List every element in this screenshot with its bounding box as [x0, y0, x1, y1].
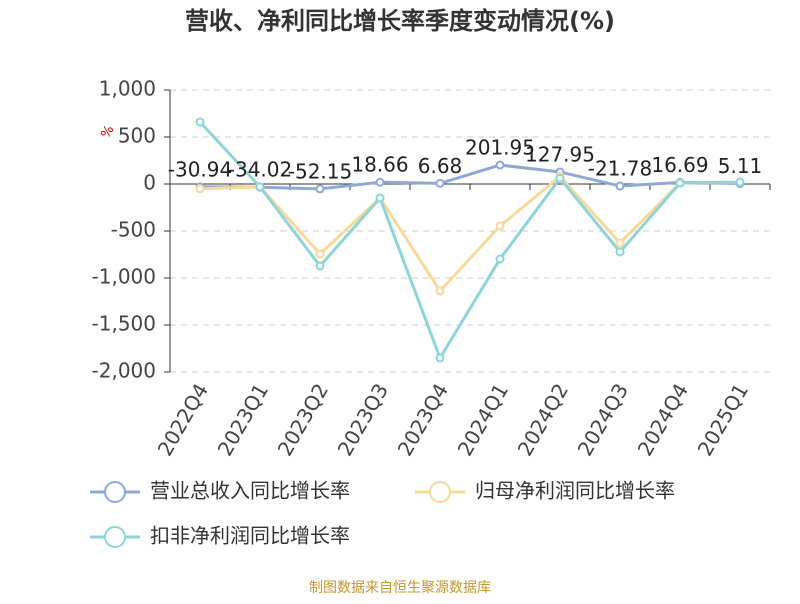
y-tick-label: -2,000: [92, 359, 156, 383]
y-tick-label: 0: [143, 171, 156, 195]
data-label: 5.11: [718, 154, 763, 178]
x-tick-label: 2024Q3: [573, 379, 633, 460]
data-point: [375, 177, 385, 187]
data-point: [615, 247, 625, 257]
data-label: -30.94: [168, 157, 232, 181]
data-point: [195, 117, 205, 127]
series-line: [199, 174, 741, 294]
x-tick-label: 2024Q2: [513, 379, 573, 460]
data-point: [315, 184, 325, 194]
source-note: 制图数据来自恒生聚源数据库: [309, 580, 491, 596]
legend-marker: [104, 481, 126, 503]
legend-label: 营业总收入同比增长率: [150, 479, 350, 503]
data-point: [495, 221, 505, 231]
x-tick-label: 2023Q2: [273, 379, 333, 460]
data-point: [255, 182, 265, 192]
data-label: 6.68: [418, 154, 463, 178]
x-tick-label: 2022Q4: [153, 379, 213, 460]
data-point: [495, 254, 505, 264]
data-point: [615, 238, 625, 248]
data-point: [315, 249, 325, 259]
y-axis-label: %: [98, 123, 117, 141]
data-point: [435, 178, 445, 188]
data-point: [375, 193, 385, 203]
y-tick-label: -500: [111, 218, 156, 242]
data-point: [675, 178, 685, 188]
data-point: [195, 184, 205, 194]
data-label: 16.69: [651, 153, 708, 177]
x-tick-label: 2023Q1: [213, 379, 273, 460]
data-label: 127.95: [525, 142, 595, 166]
legend-marker: [429, 481, 451, 503]
x-tick-label: 2025Q1: [693, 379, 753, 460]
data-label: -52.15: [288, 159, 352, 183]
series-line: [199, 163, 741, 191]
y-tick-label: 1,000: [99, 77, 156, 101]
data-label: 18.66: [351, 153, 408, 177]
x-tick-label: 2023Q4: [393, 379, 453, 460]
data-point: [315, 261, 325, 271]
data-point: [555, 173, 565, 183]
data-label: -21.78: [588, 157, 652, 181]
chart-title: 营收、净利同比增长率季度变动情况(%): [185, 7, 615, 35]
data-point: [435, 286, 445, 296]
data-point: [615, 181, 625, 191]
series-line: [198, 120, 741, 362]
legend-marker: [104, 526, 126, 548]
legend-label: 归母净利润同比增长率: [475, 479, 675, 503]
y-tick-label: 500: [118, 124, 156, 148]
data-label: -34.02: [228, 158, 292, 182]
data-point: [435, 353, 445, 363]
x-tick-label: 2024Q1: [453, 379, 513, 460]
x-tick-label: 2023Q3: [333, 379, 393, 460]
x-tick-label: 2024Q4: [633, 379, 693, 460]
data-point: [495, 160, 505, 170]
y-tick-label: -1,500: [92, 312, 156, 336]
y-tick-label: -1,000: [92, 265, 156, 289]
data-label: 201.95: [465, 136, 535, 160]
legend-label: 扣非净利润同比增长率: [150, 524, 350, 548]
data-point: [735, 177, 745, 187]
